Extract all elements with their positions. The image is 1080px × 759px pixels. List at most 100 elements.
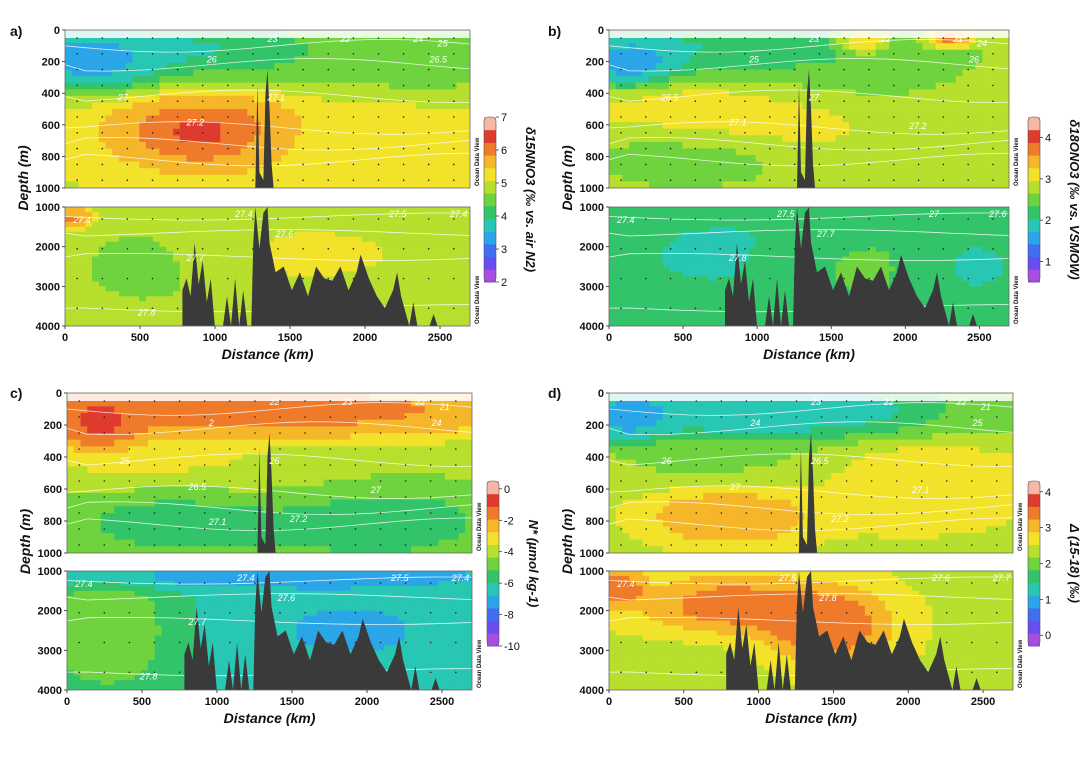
heat-cell — [456, 236, 464, 243]
heat-cell — [321, 155, 329, 163]
heat-cell — [629, 115, 637, 123]
heat-cell — [815, 95, 823, 104]
sample-dot — [402, 248, 405, 250]
heat-cell — [308, 276, 316, 282]
heat-cell — [240, 266, 248, 273]
heat-cell — [247, 122, 255, 130]
heat-cell — [85, 296, 93, 302]
sample-dot — [377, 248, 380, 250]
heat-cell — [341, 89, 350, 97]
heat-cell — [314, 122, 323, 130]
heat-cell — [429, 36, 437, 44]
heat-cell — [146, 95, 154, 104]
heat-cell — [742, 161, 750, 169]
heat-cell — [456, 115, 464, 123]
heat-cell — [139, 256, 147, 263]
heat-cell — [267, 102, 275, 110]
heat-cell — [449, 115, 458, 123]
heat-cell — [375, 62, 383, 71]
heat-cell — [105, 76, 113, 84]
heat-cell — [193, 122, 201, 130]
heat-cell — [456, 306, 464, 312]
heat-cell — [233, 174, 242, 183]
heat-cell — [729, 168, 737, 176]
y-tick-label: 3000 — [36, 281, 60, 293]
heat-cell — [335, 89, 343, 97]
heat-cell — [78, 43, 86, 51]
heat-cell — [889, 43, 897, 51]
heat-cell — [85, 102, 93, 110]
heat-cell — [402, 122, 410, 130]
heat-cell — [375, 276, 383, 282]
heat-cell — [71, 168, 80, 176]
heat-cell — [78, 316, 86, 322]
heat-cell — [675, 62, 683, 71]
heat-cell — [443, 49, 451, 57]
heat-cell — [65, 89, 73, 97]
sample-dot — [694, 147, 697, 150]
heat-cell — [314, 174, 323, 183]
heat-cell — [882, 168, 890, 176]
heat-cell — [609, 174, 617, 183]
heat-cell — [166, 168, 174, 176]
heat-cell — [669, 89, 677, 97]
heat-cell — [355, 256, 363, 263]
heat-cell — [935, 161, 943, 169]
heat-cell — [855, 207, 863, 213]
heat-cell — [822, 82, 830, 90]
heat-cell — [735, 89, 743, 97]
heat-cell — [179, 82, 188, 90]
heat-cell — [260, 207, 269, 213]
heat-cell — [915, 76, 923, 84]
heat-cell — [662, 135, 670, 143]
heat-cell — [855, 109, 863, 117]
heat-cell — [125, 256, 134, 263]
heat-cell — [402, 256, 410, 263]
heat-cell — [220, 251, 228, 258]
heat-cell — [105, 301, 113, 307]
sample-dot — [126, 179, 129, 181]
heat-cell — [775, 76, 783, 84]
heat-cell — [662, 161, 670, 169]
heat-cell — [662, 69, 670, 77]
heat-cell — [655, 161, 663, 169]
heat-cell — [629, 89, 637, 97]
heat-cell — [112, 246, 120, 253]
heat-cell — [975, 102, 983, 110]
heat-cell — [301, 236, 309, 243]
heat-cell — [416, 221, 424, 228]
heat-cell — [649, 82, 657, 90]
heat-cell — [71, 211, 80, 218]
sample-dot — [352, 179, 355, 181]
heat-cell — [395, 231, 404, 238]
sample-dot — [917, 53, 920, 55]
heat-cell — [152, 231, 161, 238]
heat-cell — [321, 216, 329, 223]
heat-cell — [186, 109, 194, 117]
heat-cell — [622, 62, 630, 71]
heat-cell — [328, 276, 336, 282]
heat-cell — [294, 216, 302, 223]
heat-cell — [139, 276, 147, 282]
heat-cell — [173, 246, 181, 253]
heat-cell — [112, 291, 120, 297]
heat-cell — [629, 109, 637, 117]
heat-cell — [635, 216, 643, 223]
heat-cell — [443, 266, 451, 273]
heat-cell — [132, 286, 140, 292]
heat-cell — [119, 155, 127, 163]
heat-cell — [119, 246, 127, 253]
sample-dot — [352, 163, 355, 166]
sample-dot — [893, 100, 895, 102]
heat-cell — [695, 211, 703, 218]
heat-cell — [456, 89, 464, 97]
heat-cell — [615, 221, 623, 228]
heat-cell — [842, 141, 850, 150]
sample-dot — [126, 68, 129, 71]
heat-cell — [735, 56, 743, 64]
heat-cell — [402, 301, 410, 307]
heat-cell — [119, 321, 127, 326]
sample-dot — [694, 163, 697, 166]
heat-cell — [92, 89, 100, 97]
heat-cell — [762, 102, 770, 110]
